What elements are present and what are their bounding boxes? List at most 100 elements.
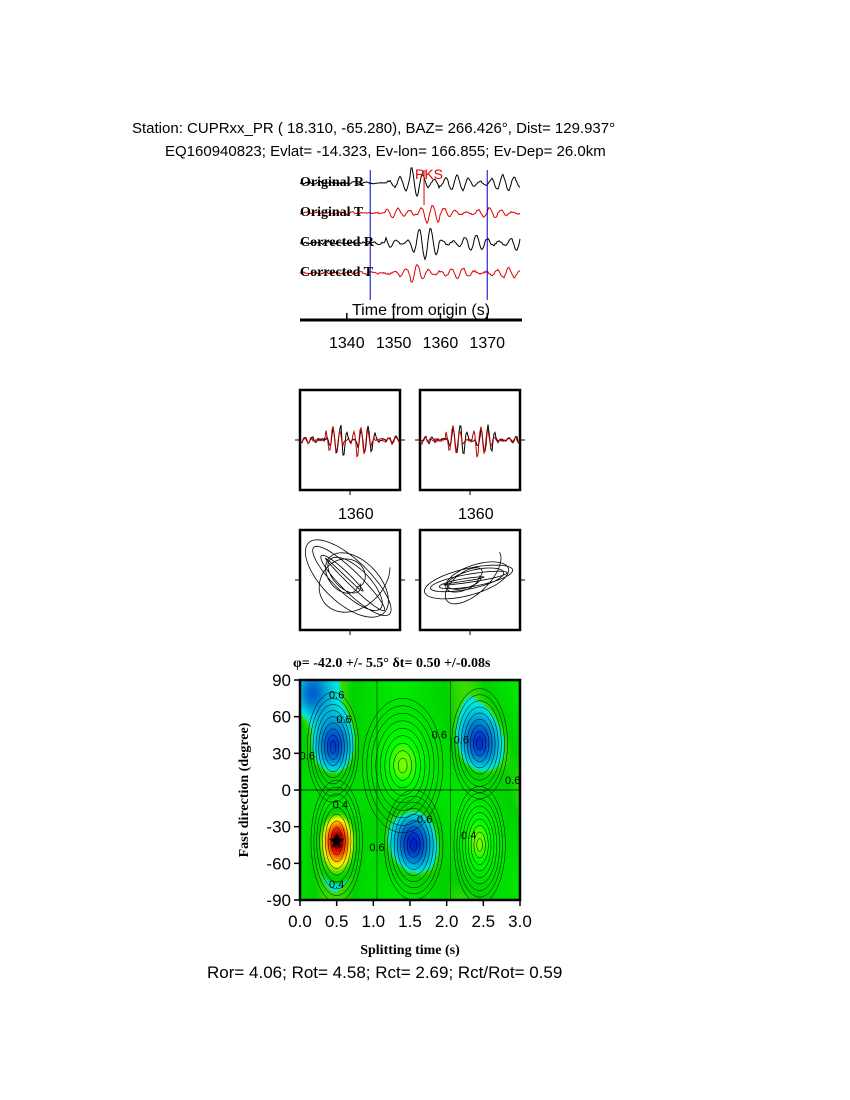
grid-ytick-label: 30 xyxy=(272,744,291,763)
contour-line xyxy=(403,826,424,864)
trace-label-original-t: Original T xyxy=(300,205,364,220)
seismogram-trace xyxy=(299,167,521,198)
contour-label: 0.6 xyxy=(329,689,344,701)
contour-label: 0.6 xyxy=(505,775,520,787)
contour-line xyxy=(456,792,503,898)
contour-line xyxy=(375,720,430,811)
contour-line xyxy=(410,838,418,852)
event-info-line: EQ160940823; Evlat= -14.323, Ev-lon= 166… xyxy=(165,143,606,160)
contour-line xyxy=(371,713,435,819)
contour-label: 0.4 xyxy=(329,879,344,891)
contour-label: 0.6 xyxy=(336,714,351,726)
contour-label: 0.6 xyxy=(417,814,432,826)
waveform-panel-left: 1360 xyxy=(295,388,405,523)
seismogram-trace xyxy=(299,263,521,283)
contour-line xyxy=(473,831,486,859)
grid-xtick-label: 2.5 xyxy=(472,912,496,931)
contour-label: 0.6 xyxy=(432,730,447,742)
contour-line xyxy=(470,825,489,865)
contour-line xyxy=(387,795,441,895)
contour-label: 0.6 xyxy=(369,842,384,854)
phase-label-pks: PKS xyxy=(415,166,443,182)
contour-line xyxy=(459,799,500,891)
particle-motion-panel-right xyxy=(415,528,525,635)
contour-line xyxy=(476,838,483,852)
grid-xtick-label: 1.5 xyxy=(398,912,422,931)
contour-line xyxy=(390,801,437,889)
contour-line xyxy=(465,812,495,878)
contour-line xyxy=(457,700,502,787)
contour-label: 0.6 xyxy=(454,735,469,747)
grid-xtick-label: 1.0 xyxy=(362,912,386,931)
contour-line xyxy=(324,728,342,766)
contour-label: 0.6 xyxy=(300,750,315,762)
grid-title: φ= -42.0 +/- 5.5° δt= 0.50 +/-0.08s xyxy=(293,656,491,671)
contour-line xyxy=(316,793,357,890)
contour-line xyxy=(467,718,493,769)
grid-ytick-label: -90 xyxy=(266,891,291,910)
contour-line xyxy=(329,740,337,754)
contour-line xyxy=(315,710,351,785)
contour-line xyxy=(476,737,484,750)
contour-line xyxy=(463,712,496,775)
contour-line xyxy=(470,725,490,763)
grid-search-panel: φ= -42.0 +/- 5.5° δt= 0.50 +/-0.08s 90 60… xyxy=(237,656,532,958)
contour-line xyxy=(366,705,439,826)
grid-xaxis-title: Splitting time (s) xyxy=(360,943,460,958)
contour-line xyxy=(322,807,352,876)
waveform-overlay xyxy=(299,426,401,458)
contour-line xyxy=(319,800,355,883)
contour-line xyxy=(380,728,426,804)
contour-line xyxy=(473,731,487,757)
contour-line xyxy=(384,735,421,796)
trace-panel: Original R Original T Corrected R Correc… xyxy=(299,166,522,352)
contour-line xyxy=(468,818,492,872)
contour-line xyxy=(321,722,345,772)
waveform-right-tick-label: 1360 xyxy=(458,506,494,523)
contour-line xyxy=(307,691,359,803)
contour-line xyxy=(393,808,434,882)
best-fit-star xyxy=(329,833,345,848)
station-info-line: Station: CUPRxx_PR ( 18.310, -65.280), B… xyxy=(132,120,616,137)
contour-line xyxy=(397,757,408,774)
contour-line xyxy=(400,820,427,870)
grid-xtick-label: 3.0 xyxy=(508,912,532,931)
seismogram-trace xyxy=(299,204,521,225)
particle-motion-path xyxy=(423,552,514,605)
particle-motion-path xyxy=(304,539,392,618)
contour-line xyxy=(310,780,363,900)
trace-xtick-label: 1370 xyxy=(469,335,505,352)
trace-xtick-label: 1360 xyxy=(423,335,459,352)
trace-label-corrected-r: Corrected R xyxy=(300,235,375,250)
contour-line xyxy=(327,734,339,760)
particle-motion-panel-left xyxy=(295,528,405,635)
trace-xaxis-title: Time from origin (s) xyxy=(352,302,490,319)
contour-line xyxy=(393,750,412,781)
grid-yaxis-title: Fast direction (degree) xyxy=(237,722,252,857)
waveform-overlay xyxy=(299,424,401,456)
contour-label: 0.4 xyxy=(333,799,348,811)
grid-ytick-label: 90 xyxy=(272,671,291,690)
grid-xtick-label: 0.5 xyxy=(325,912,349,931)
contour-line xyxy=(327,820,346,862)
contour-line xyxy=(460,706,499,781)
grid-ytick-label: 60 xyxy=(272,708,291,727)
contour-line xyxy=(313,786,360,896)
grid-ytick-label: 0 xyxy=(282,781,291,800)
trace-xtick-label: 1350 xyxy=(376,335,412,352)
contour-line xyxy=(451,688,508,799)
contour-line xyxy=(462,805,498,885)
contour-line xyxy=(325,813,349,869)
contour-line xyxy=(406,832,421,858)
grid-xtick-label: 0.0 xyxy=(288,912,312,931)
contour-label: 0.4 xyxy=(461,830,476,842)
trace-label-corrected-t: Corrected T xyxy=(300,265,374,280)
trace-label-original-r: Original R xyxy=(300,175,365,190)
seismogram-trace xyxy=(299,227,521,261)
contour-line xyxy=(362,698,444,834)
trace-xtick-label: 1340 xyxy=(329,335,365,352)
contour-line xyxy=(330,827,343,856)
grid-xtick-label: 2.0 xyxy=(435,912,459,931)
contour-line xyxy=(454,694,505,793)
